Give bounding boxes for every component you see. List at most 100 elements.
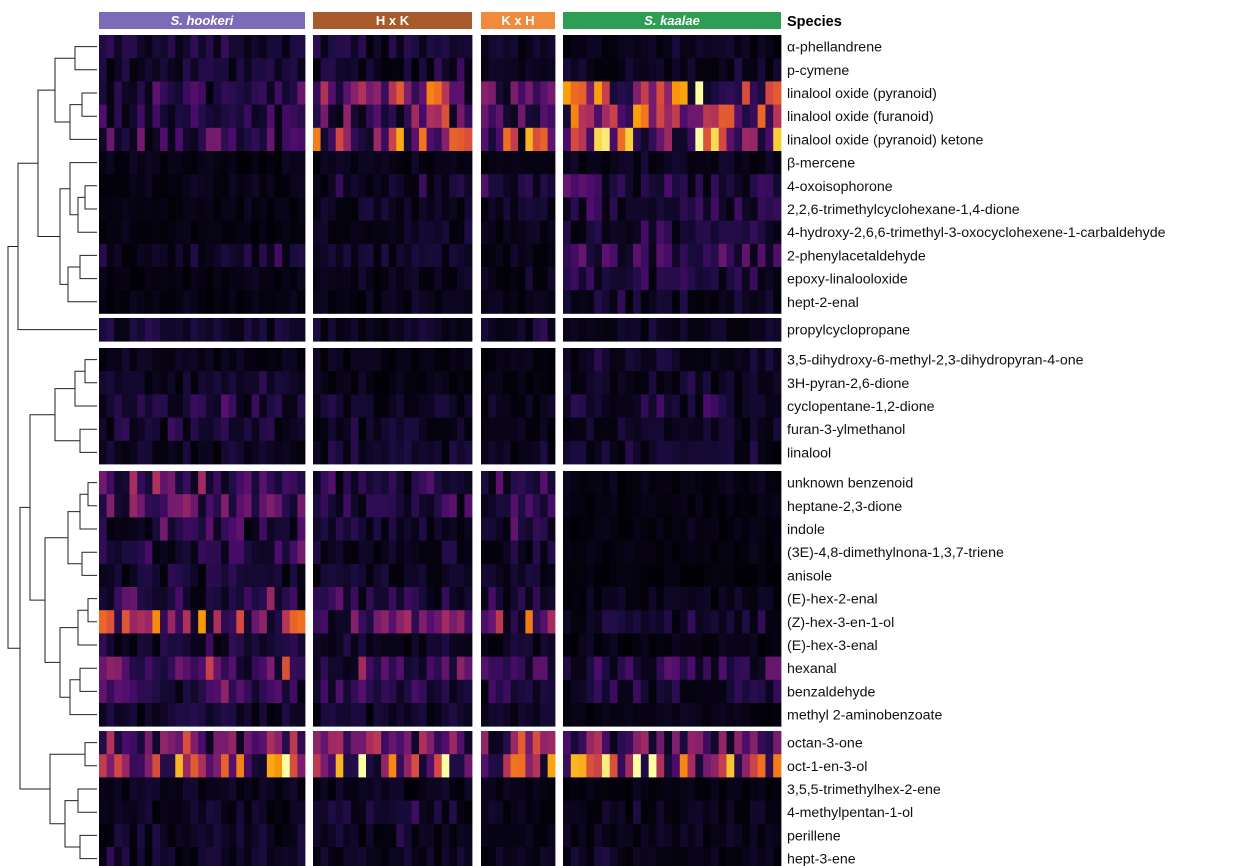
heatmap-cell: [518, 563, 526, 588]
heatmap-cell: [121, 35, 130, 59]
heatmap-cell: [403, 127, 412, 152]
heatmap-cell: [129, 703, 138, 727]
heatmap-cell: [586, 104, 595, 129]
heatmap-cell: [289, 563, 298, 588]
heatmap-cell: [282, 731, 291, 755]
heatmap-cell: [366, 494, 374, 518]
heatmap-cell: [411, 563, 420, 588]
heatmap-cell: [152, 777, 161, 801]
heatmap-cell: [129, 517, 138, 541]
heatmap-cell: [441, 371, 450, 395]
heatmap-cell: [640, 656, 650, 681]
heatmap-cell: [381, 197, 390, 221]
heatmap-cell: [679, 151, 688, 175]
heatmap-cells: [99, 35, 782, 866]
heatmap-cell: [703, 243, 712, 268]
heatmap-cell: [152, 517, 161, 541]
heatmap-cell: [481, 81, 489, 105]
heatmap-cell: [99, 494, 108, 518]
heatmap-cell: [350, 318, 359, 342]
heatmap-cell: [532, 731, 541, 755]
heatmap-cell: [343, 151, 352, 175]
heatmap-cell: [388, 58, 397, 82]
heatmap-cell: [243, 371, 252, 395]
heatmap-cell: [396, 318, 405, 342]
heatmap-cell: [773, 731, 782, 755]
heatmap-cell: [350, 35, 359, 59]
heatmap-cell: [366, 318, 374, 342]
heatmap-cell: [570, 656, 579, 681]
heatmap-cell: [503, 633, 511, 657]
heatmap-cell: [664, 243, 673, 268]
heatmap-cell: [266, 174, 275, 198]
heatmap-cell: [510, 318, 519, 342]
heatmap-cell: [765, 471, 774, 495]
heatmap-cell: [525, 58, 534, 82]
heatmap-cell: [481, 35, 489, 59]
heatmap-cell: [734, 777, 743, 801]
heatmap-cell: [648, 494, 657, 518]
heatmap-cell: [419, 587, 427, 611]
heatmap-cell: [495, 587, 504, 611]
heatmap-cell: [586, 174, 595, 198]
heatmap-cell: [687, 847, 696, 866]
heatmap-cell: [152, 440, 161, 465]
heatmap-cell: [243, 290, 252, 314]
heatmap-cell: [518, 174, 526, 198]
dendrogram-branch: [54, 57, 75, 123]
heatmap-cell: [757, 823, 766, 848]
heatmap-cell: [236, 847, 245, 866]
heatmap-cell: [749, 267, 759, 291]
heatmap-cell: [434, 754, 443, 778]
heatmap-cell: [672, 754, 681, 778]
heatmap-cell: [664, 494, 673, 518]
heatmap-cell: [672, 318, 681, 342]
heatmap-cell: [664, 587, 673, 611]
heatmap-cell: [121, 197, 130, 221]
heatmap-cell: [672, 348, 681, 372]
heatmap-cell: [99, 679, 108, 704]
heatmap-cell: [221, 703, 230, 727]
heatmap-cell: [106, 318, 115, 342]
heatmap-cell: [703, 471, 712, 495]
heatmap-cell: [734, 633, 743, 657]
heatmap-cell: [426, 703, 435, 727]
heatmap-cell: [335, 394, 344, 418]
heatmap-cell: [625, 394, 634, 418]
heatmap-cell: [672, 656, 681, 681]
heatmap-cell: [297, 394, 306, 418]
heatmap-cell: [601, 371, 611, 395]
heatmap-cell: [175, 777, 184, 801]
heatmap-cell: [289, 633, 298, 657]
heatmap-cell: [313, 35, 321, 59]
heatmap-cell: [749, 847, 759, 866]
row-label: oct-1-en-3-ol: [787, 759, 867, 775]
heatmap-cell: [679, 267, 688, 291]
heatmap-cell: [198, 348, 207, 372]
heatmap-cell: [434, 174, 443, 198]
heatmap-cell: [381, 348, 390, 372]
heatmap-cell: [129, 731, 138, 755]
heatmap-cell: [488, 679, 497, 704]
heatmap-cell: [625, 81, 634, 105]
heatmap-cell: [633, 220, 642, 245]
heatmap-cell: [205, 318, 214, 342]
heatmap-cell: [710, 127, 720, 152]
heatmap-cell: [297, 823, 306, 848]
heatmap-cell: [419, 318, 427, 342]
heatmap-cell: [773, 679, 782, 704]
heatmap-cell: [456, 679, 465, 704]
heatmap-cell: [672, 494, 681, 518]
heatmap-cell: [152, 731, 161, 755]
heatmap-cell: [633, 174, 642, 198]
heatmap-cell: [411, 243, 420, 268]
heatmap-cell: [396, 174, 405, 198]
heatmap-cell: [765, 318, 774, 342]
heatmap-cell: [328, 197, 337, 221]
heatmap-cell: [251, 290, 260, 314]
heatmap-cell: [672, 440, 681, 465]
dendrogram-branch: [81, 551, 97, 576]
heatmap-cell: [765, 679, 774, 704]
heatmap-cell: [749, 127, 759, 152]
heatmap-cell: [388, 679, 397, 704]
